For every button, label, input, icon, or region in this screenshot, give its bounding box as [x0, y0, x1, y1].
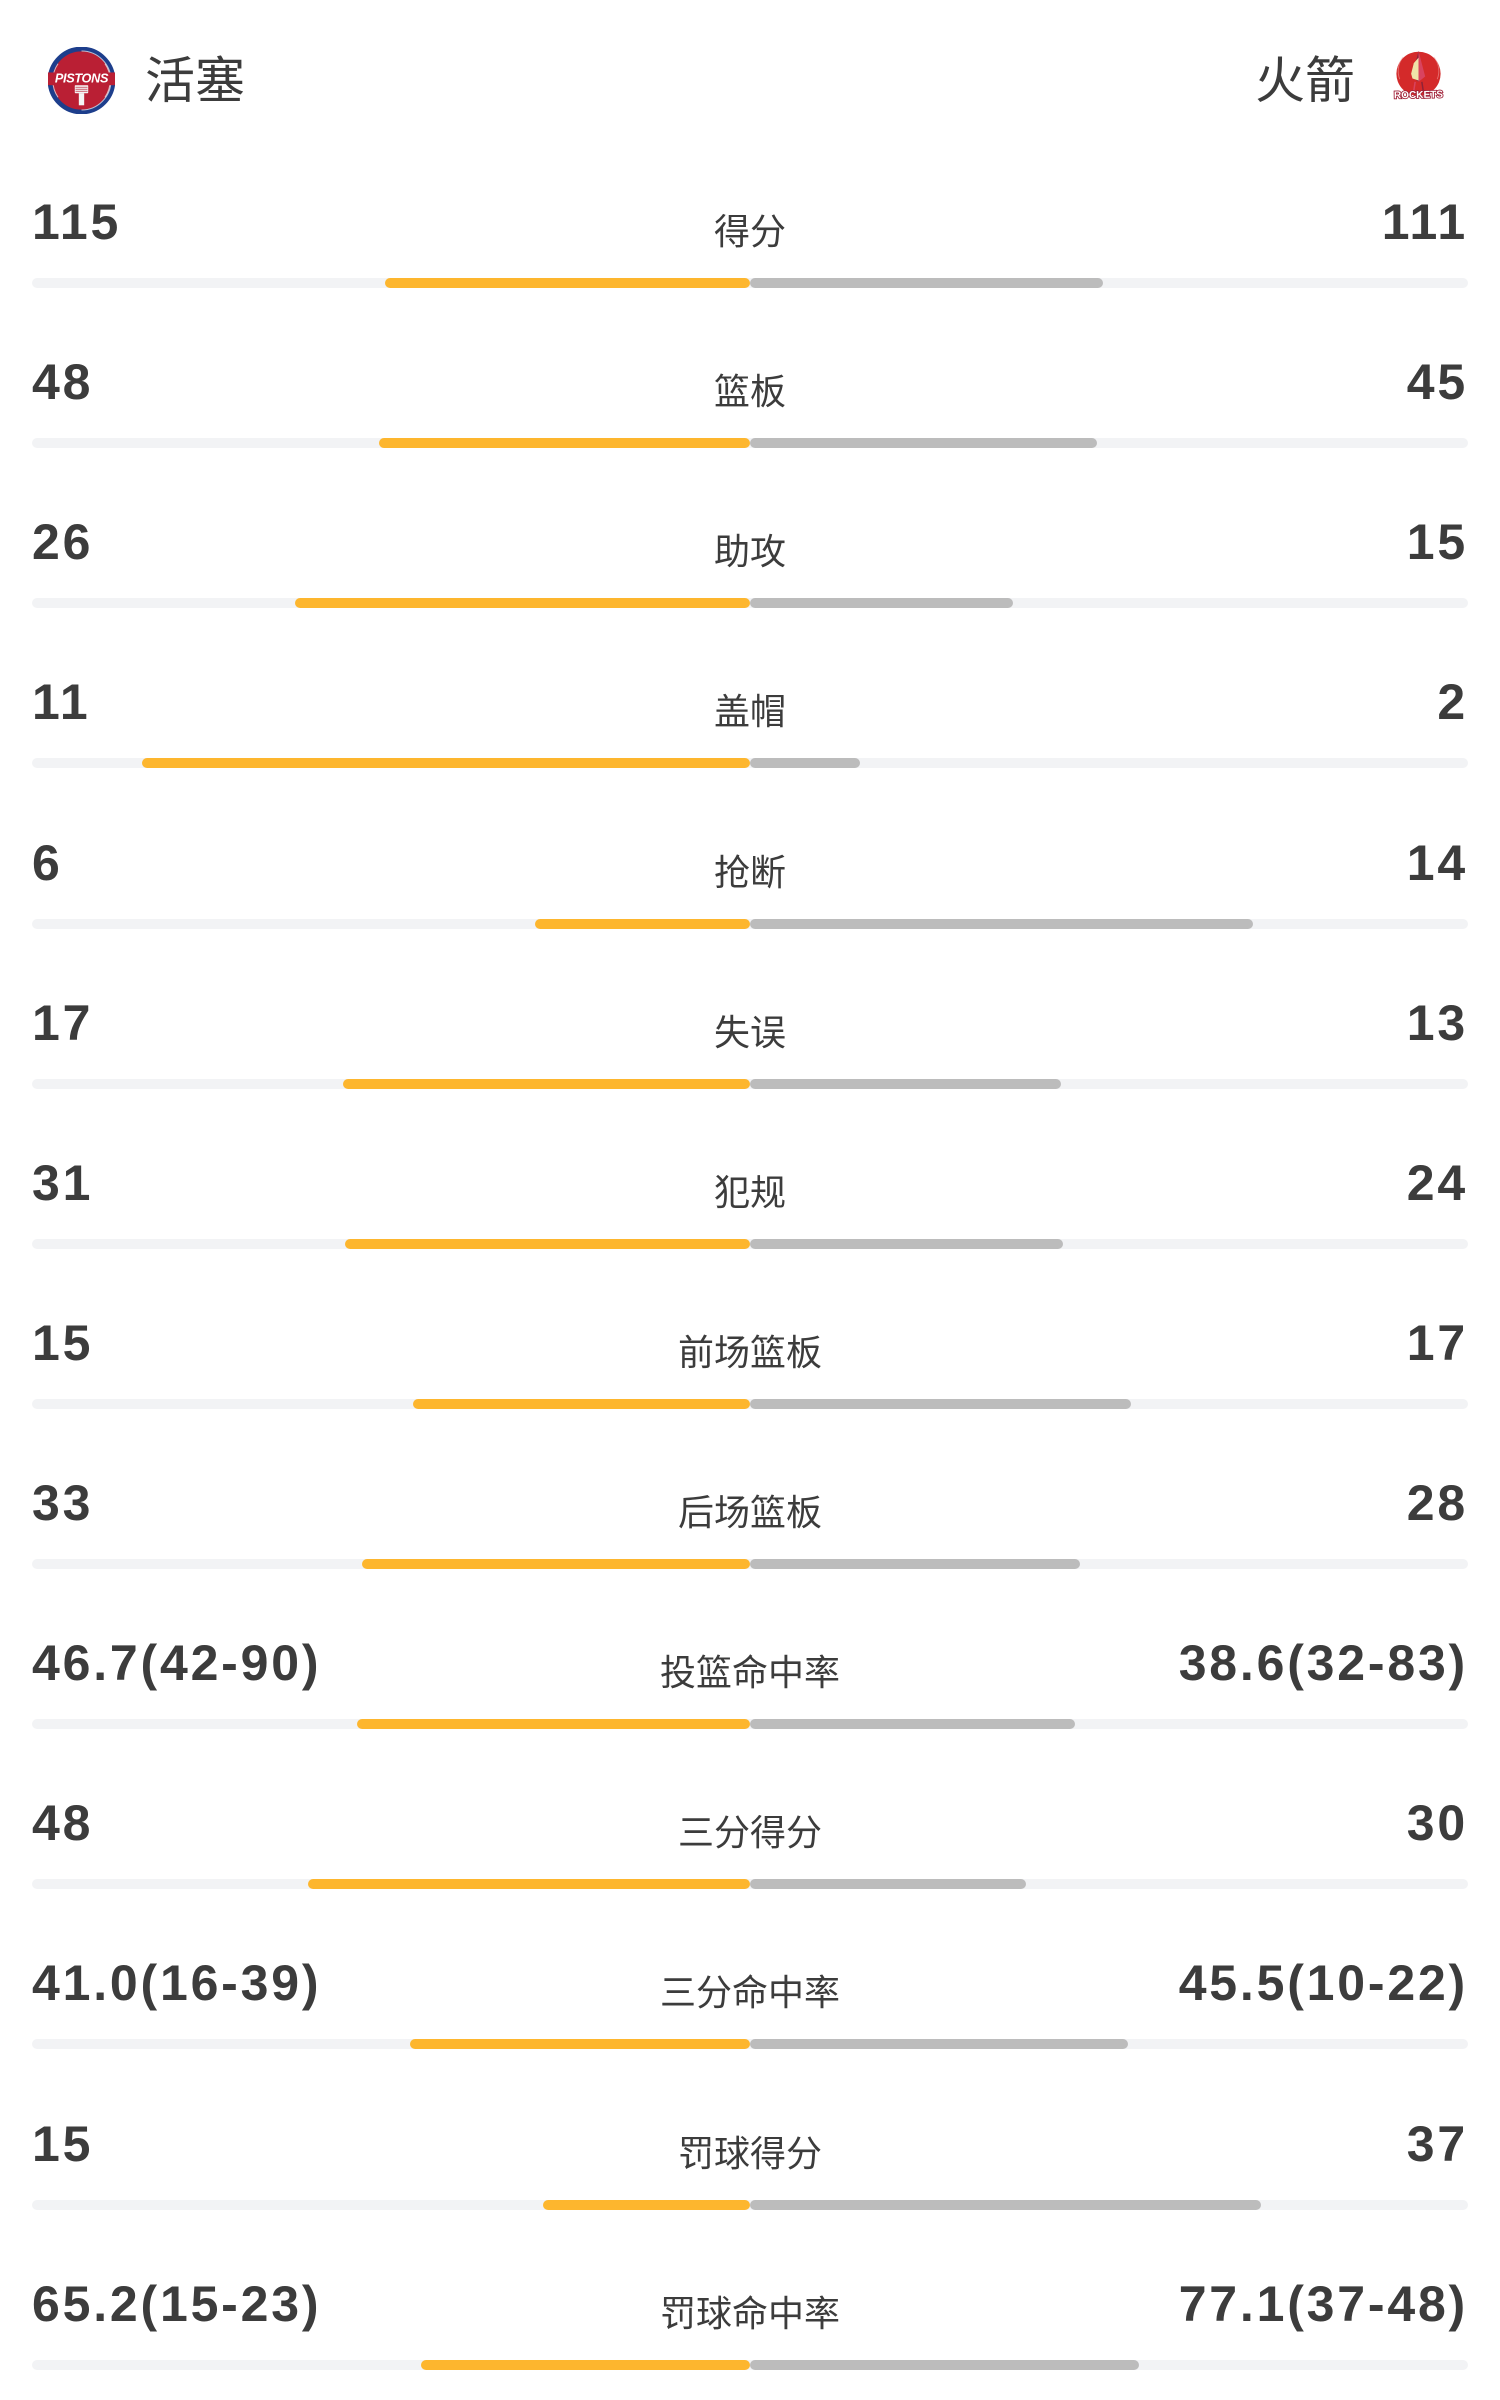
- svg-text:PISTONS: PISTONS: [55, 71, 109, 86]
- svg-text:ROCKETS: ROCKETS: [1394, 89, 1444, 101]
